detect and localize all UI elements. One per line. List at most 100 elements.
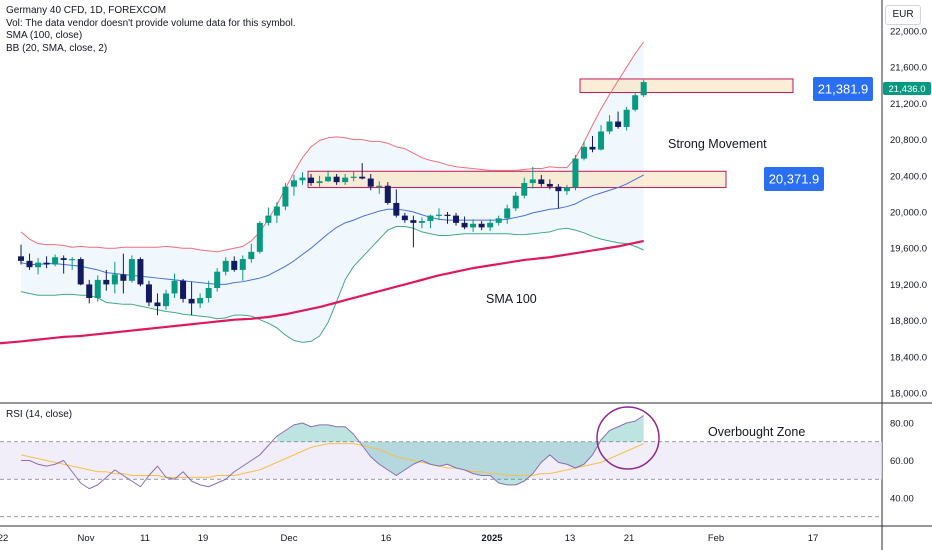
candle xyxy=(60,255,67,274)
candle-body xyxy=(376,185,383,187)
price-tick-label: 22,000.0 xyxy=(890,27,927,38)
candle xyxy=(376,181,383,194)
candle xyxy=(350,171,357,182)
candle xyxy=(26,253,33,270)
candle-body xyxy=(606,121,613,132)
candle-body xyxy=(205,288,212,298)
candle xyxy=(504,204,511,224)
candle-body xyxy=(248,251,255,260)
price-tick-label: 18,000.0 xyxy=(890,389,927,400)
candle-body xyxy=(478,223,485,228)
bb-upper-line xyxy=(20,41,645,253)
candle-body xyxy=(137,259,144,285)
time-tick-label: 19 xyxy=(198,533,209,544)
price-tick-label: 21,600.0 xyxy=(890,63,927,74)
candle-body xyxy=(342,177,349,183)
candle-body xyxy=(239,259,246,270)
candle-body xyxy=(154,302,161,307)
candle xyxy=(589,135,596,153)
candle xyxy=(444,212,451,224)
candle xyxy=(615,111,622,129)
rsi-ma-line xyxy=(20,443,644,478)
time-tick-label: 2025 xyxy=(481,533,503,544)
candle-body xyxy=(640,82,647,96)
candle xyxy=(487,219,494,232)
candle-body xyxy=(555,186,562,192)
volume-note: Vol: The data vendor doesn't provide vol… xyxy=(6,17,296,29)
candle xyxy=(128,255,135,283)
candle xyxy=(188,281,195,316)
candle xyxy=(333,173,340,185)
time-tick-label: Dec xyxy=(281,533,298,544)
candle-body xyxy=(435,214,442,216)
candle-body xyxy=(401,215,408,221)
candle-body xyxy=(171,280,178,294)
candle-body xyxy=(367,178,374,187)
candle-body xyxy=(69,259,76,261)
rsi-tick-label: 60.00 xyxy=(890,456,914,467)
candle-body xyxy=(580,146,587,159)
candle xyxy=(43,256,50,269)
candle-body xyxy=(538,179,545,184)
candle-body xyxy=(103,279,110,285)
rsi-indicator-label[interactable]: RSI (14, close) xyxy=(6,409,73,420)
candle-body xyxy=(282,186,289,207)
rsi-band xyxy=(0,441,882,480)
candle xyxy=(632,92,639,112)
price-tick-label: 21,200.0 xyxy=(890,99,927,110)
candle-body xyxy=(359,176,366,179)
price-tick-label: 18,400.0 xyxy=(890,352,927,363)
candle xyxy=(273,202,280,223)
candle-body xyxy=(461,222,468,228)
resistance-price-badge-text: 21,381.9 xyxy=(818,82,869,97)
candle-body xyxy=(86,284,93,298)
support-zone xyxy=(307,170,727,189)
symbol-title[interactable]: Germany 40 CFD, 1D, FOREXCOM xyxy=(6,5,167,16)
candle-body xyxy=(572,158,579,188)
time-tick-label: 22 xyxy=(0,533,8,544)
candle-body xyxy=(111,274,118,285)
price-tick-label: 18,800.0 xyxy=(890,316,927,327)
last-price-badge-bg xyxy=(883,82,931,95)
candle xyxy=(598,125,605,151)
time-tick-label: 16 xyxy=(381,533,392,544)
candle-body xyxy=(393,202,400,216)
candle-body xyxy=(265,215,272,223)
candle-body xyxy=(350,176,357,178)
resistance-price-badge: 21,381.9 xyxy=(813,77,873,101)
sma100-annotation: SMA 100 xyxy=(486,292,537,306)
candle xyxy=(316,175,323,187)
candle xyxy=(35,258,42,275)
sma-indicator-label[interactable]: SMA (100, close) xyxy=(6,30,83,41)
candle-body xyxy=(197,297,204,304)
time-tick-label: 13 xyxy=(565,533,576,544)
candle xyxy=(111,261,118,294)
candle-body xyxy=(615,121,622,127)
bb-indicator-label[interactable]: BB (20, SMA, close, 2) xyxy=(6,42,108,54)
candle-body xyxy=(290,180,297,187)
resistance-price-badge-bg xyxy=(813,77,873,101)
candle xyxy=(248,243,255,263)
candle-body xyxy=(180,280,187,299)
candle xyxy=(470,219,477,232)
support-price-badge-bg xyxy=(764,167,824,191)
candle-body xyxy=(188,298,195,304)
candle xyxy=(563,184,570,195)
candle xyxy=(197,293,204,308)
candle xyxy=(393,189,400,218)
currency-button[interactable]: EUR xyxy=(885,5,921,25)
candle xyxy=(418,217,425,229)
candle-body xyxy=(60,258,67,260)
candle-body xyxy=(470,223,477,228)
candle xyxy=(163,289,170,310)
candle xyxy=(214,268,221,292)
candle-body xyxy=(529,179,536,184)
candle xyxy=(572,154,579,191)
candle xyxy=(145,280,152,307)
candle-body xyxy=(128,259,135,281)
candle xyxy=(239,255,246,281)
candle xyxy=(495,215,502,226)
candle-body xyxy=(52,257,59,265)
candle xyxy=(367,173,374,191)
